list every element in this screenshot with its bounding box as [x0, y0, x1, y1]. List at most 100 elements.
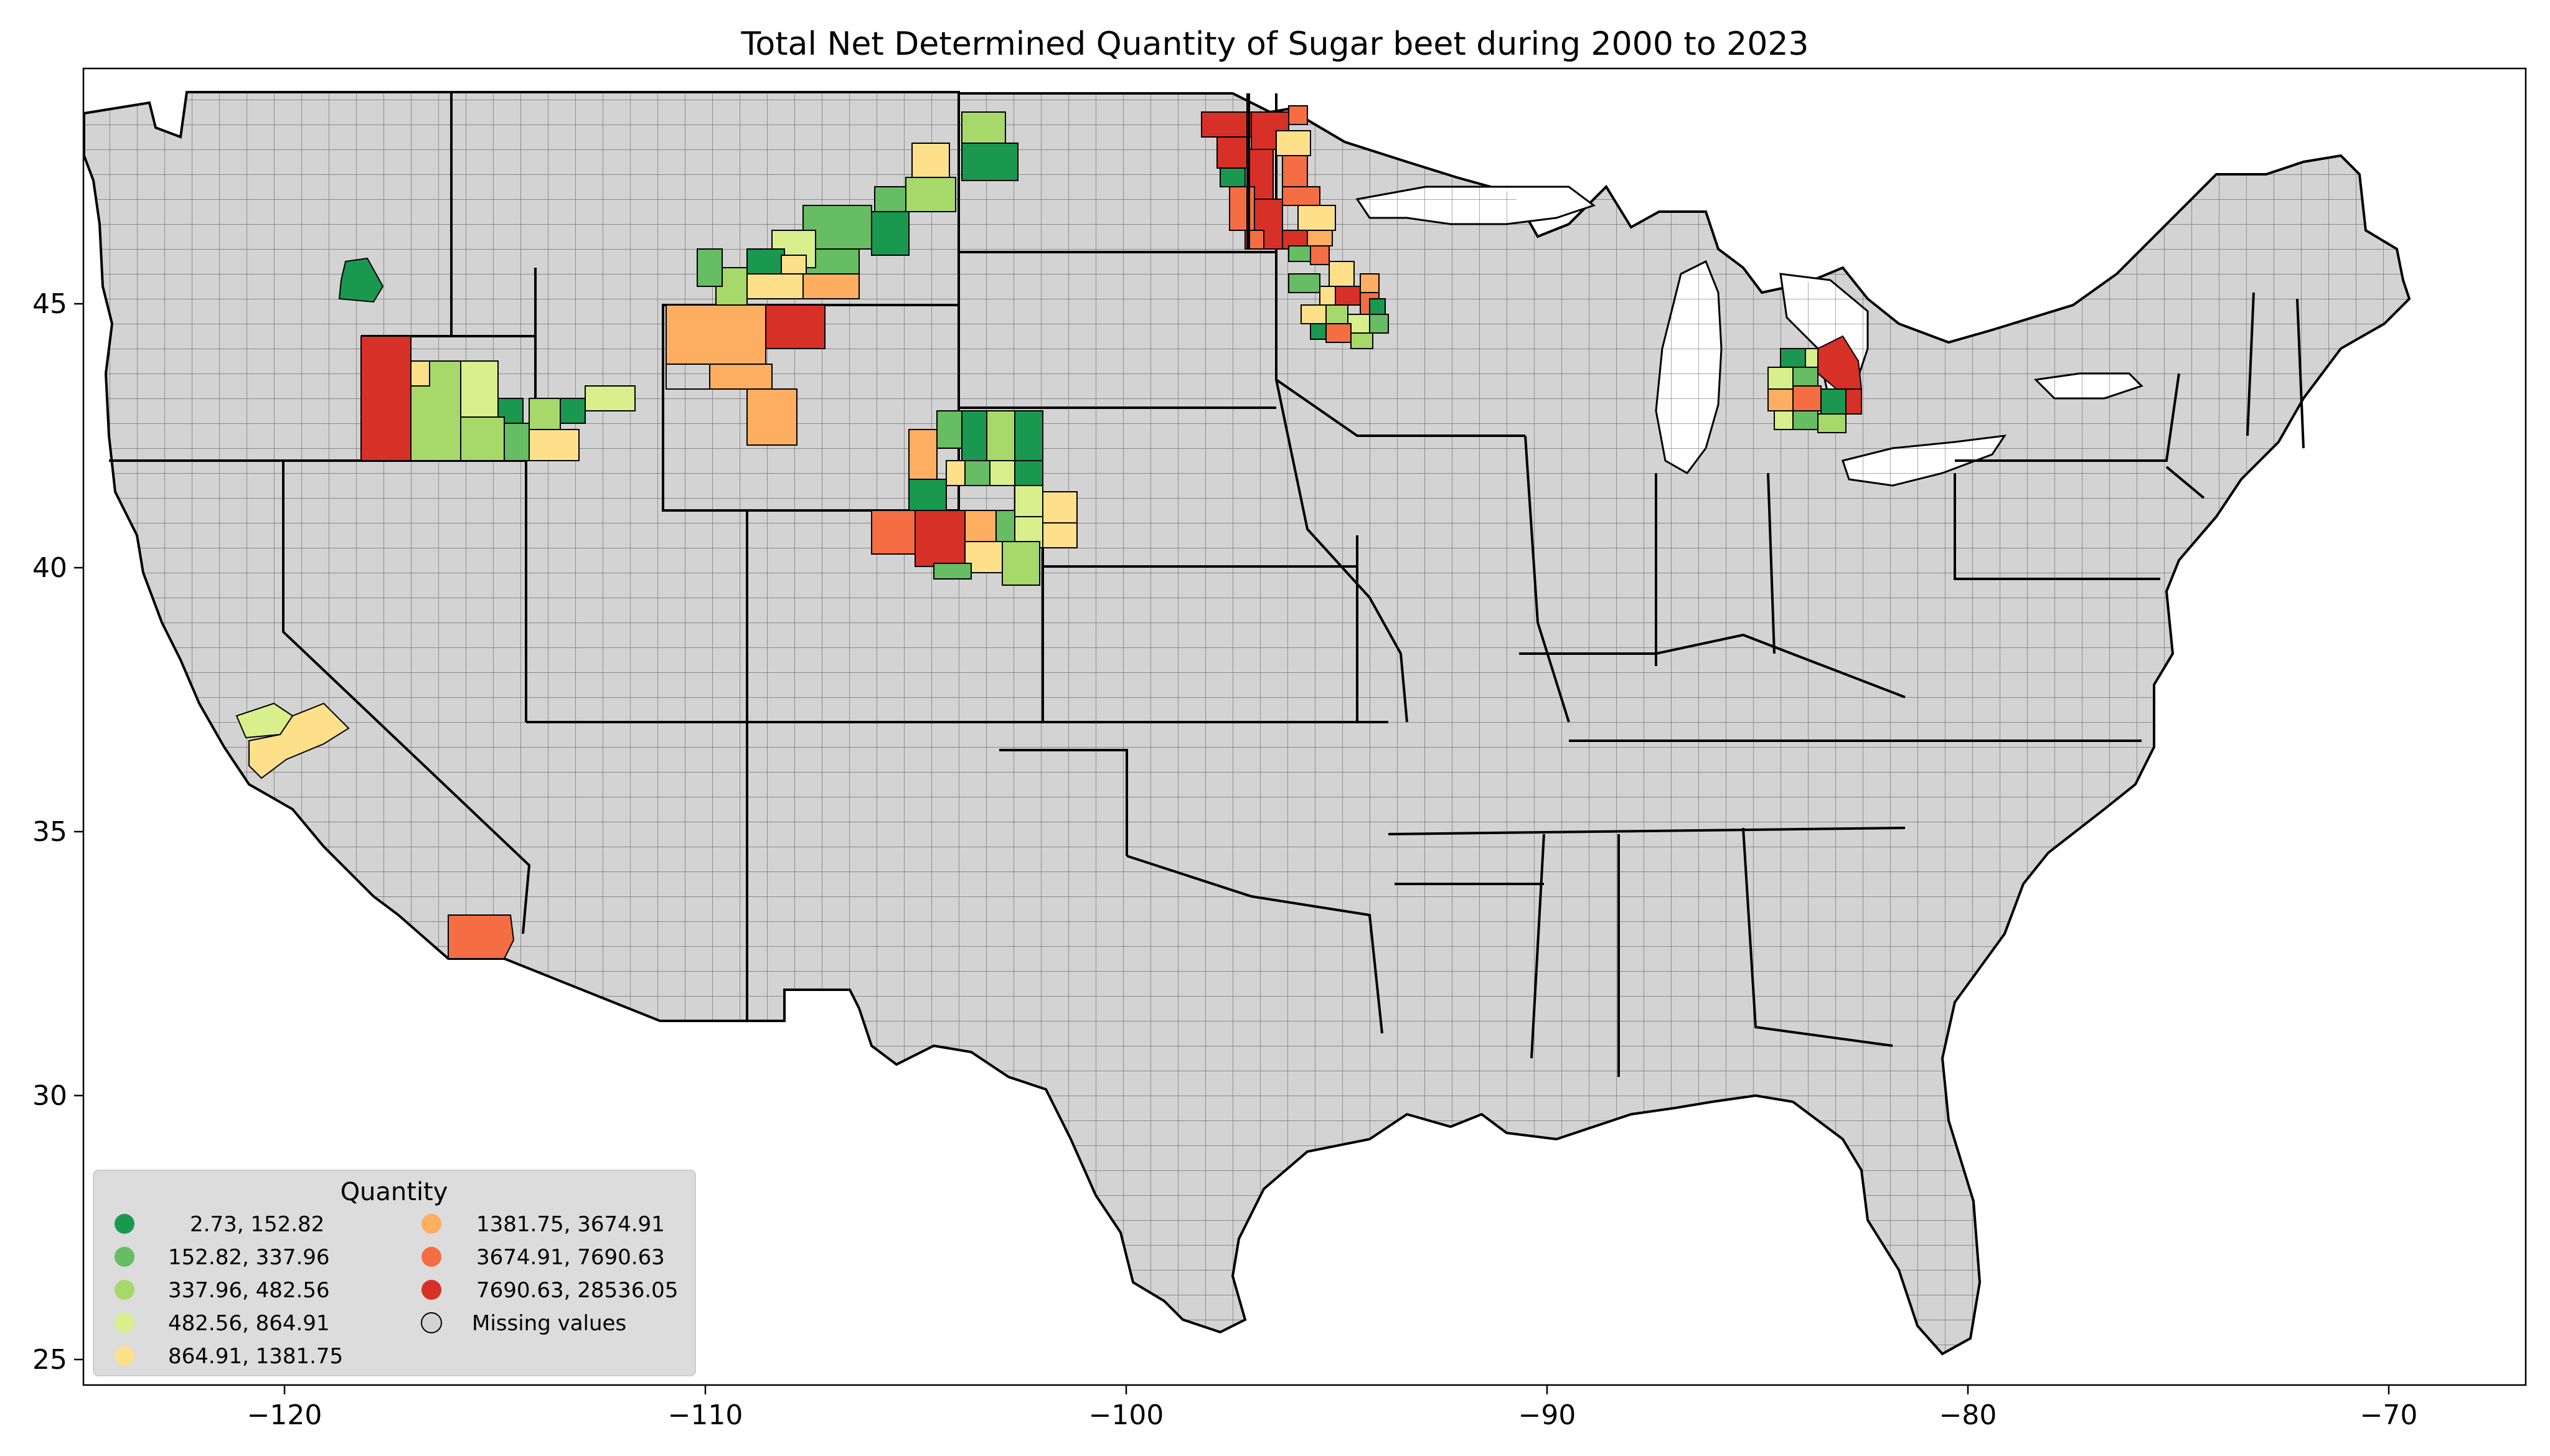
- county: [529, 429, 580, 461]
- county: [1767, 367, 1794, 390]
- county: [1817, 413, 1847, 433]
- legend-item: 2.73, 152.82: [115, 1212, 324, 1237]
- legend-item: 1381.75, 3674.91: [421, 1212, 665, 1237]
- county: [1042, 522, 1078, 548]
- legend: Quantity 2.73, 152.82 152.82, 337.96 337…: [93, 1170, 696, 1376]
- county: [1319, 286, 1336, 306]
- legend-label: 3674.91, 7690.63: [476, 1245, 665, 1270]
- county: [1288, 245, 1311, 262]
- legend-swatch: [115, 1313, 134, 1333]
- legend-item: 7690.63, 28536.05: [421, 1278, 678, 1303]
- legend-item: 864.91, 1381.75: [115, 1344, 343, 1369]
- county: [964, 510, 997, 542]
- county: [765, 304, 826, 349]
- county: [248, 702, 350, 779]
- county: [1360, 273, 1380, 293]
- county: [1350, 332, 1373, 349]
- county: [697, 248, 723, 287]
- county: [1014, 410, 1043, 461]
- county: [946, 460, 966, 486]
- county: [1369, 298, 1386, 315]
- county: [1774, 410, 1794, 430]
- county: [1767, 388, 1794, 411]
- county: [1792, 385, 1822, 411]
- county: [1002, 541, 1040, 586]
- county: [1297, 205, 1336, 231]
- y-axis: 45 40 35 30 25: [32, 288, 83, 1376]
- county: [1307, 230, 1333, 247]
- county: [360, 336, 412, 461]
- county: [1014, 485, 1043, 517]
- county: [1792, 410, 1818, 430]
- county: [802, 273, 860, 299]
- county: [1310, 245, 1330, 265]
- county: [1216, 136, 1249, 169]
- county: [448, 914, 515, 959]
- county: [933, 563, 972, 580]
- county: [746, 273, 804, 299]
- county: [746, 248, 785, 278]
- county: [1220, 167, 1246, 187]
- legend-label: Missing values: [472, 1311, 626, 1336]
- county: [585, 385, 636, 411]
- county: [1042, 491, 1078, 524]
- county: [1288, 105, 1308, 125]
- y-tick-label: 35: [32, 816, 67, 848]
- county: [1282, 186, 1320, 206]
- county: [1329, 261, 1355, 287]
- legend-label: 864.91, 1381.75: [168, 1344, 343, 1369]
- county: [746, 388, 797, 446]
- county: [905, 177, 956, 212]
- map-title: Total Net Determined Quantity of Sugar b…: [740, 26, 1809, 63]
- county: [1310, 323, 1327, 340]
- county: [529, 398, 561, 430]
- county: [871, 510, 916, 555]
- county: [666, 364, 710, 390]
- county: [964, 460, 990, 486]
- county: [1014, 460, 1043, 486]
- county: [504, 423, 530, 461]
- county: [1325, 304, 1348, 324]
- county: [666, 304, 766, 365]
- county: [1276, 130, 1311, 156]
- x-tick-label: −80: [1939, 1399, 1997, 1431]
- legend-swatch: [115, 1214, 134, 1234]
- legend-item: 482.56, 864.91: [115, 1311, 330, 1336]
- county: [709, 364, 773, 390]
- county: [1780, 348, 1806, 368]
- county: [410, 360, 430, 387]
- legend-swatch: [115, 1346, 134, 1366]
- county: [1201, 111, 1252, 138]
- y-tick-label: 45: [32, 288, 67, 320]
- legend-title: Quantity: [341, 1178, 448, 1206]
- county: [1792, 367, 1818, 387]
- x-axis: −120 −110 −100 −90 −80 −70: [247, 1385, 2417, 1431]
- x-tick-label: −90: [1518, 1399, 1576, 1431]
- county: [961, 143, 1019, 181]
- county: [1325, 323, 1352, 343]
- y-tick-label: 30: [32, 1080, 67, 1112]
- legend-item: 152.82, 337.96: [115, 1245, 330, 1270]
- county: [911, 143, 950, 178]
- county: [560, 398, 586, 424]
- county: [460, 360, 499, 418]
- legend-label: 1381.75, 3674.91: [476, 1212, 665, 1237]
- county: [936, 410, 962, 449]
- legend-label: 2.73, 152.82: [190, 1212, 324, 1237]
- legend-item: 337.96, 482.56: [115, 1278, 330, 1303]
- legend-swatch: [115, 1247, 134, 1267]
- y-tick-label: 40: [32, 552, 67, 584]
- sugar-beet-counties: [235, 93, 1863, 959]
- county: [986, 410, 1015, 461]
- legend-label: 7690.63, 28536.05: [476, 1278, 678, 1303]
- legend-swatch: [421, 1247, 441, 1267]
- county: [1369, 314, 1389, 334]
- legend-box: [93, 1170, 696, 1376]
- county: [1288, 273, 1320, 293]
- legend-label: 337.96, 482.56: [168, 1278, 330, 1303]
- county: [338, 257, 384, 303]
- legend-item: 3674.91, 7690.63: [421, 1245, 665, 1270]
- county: [1845, 388, 1862, 415]
- county: [915, 510, 966, 567]
